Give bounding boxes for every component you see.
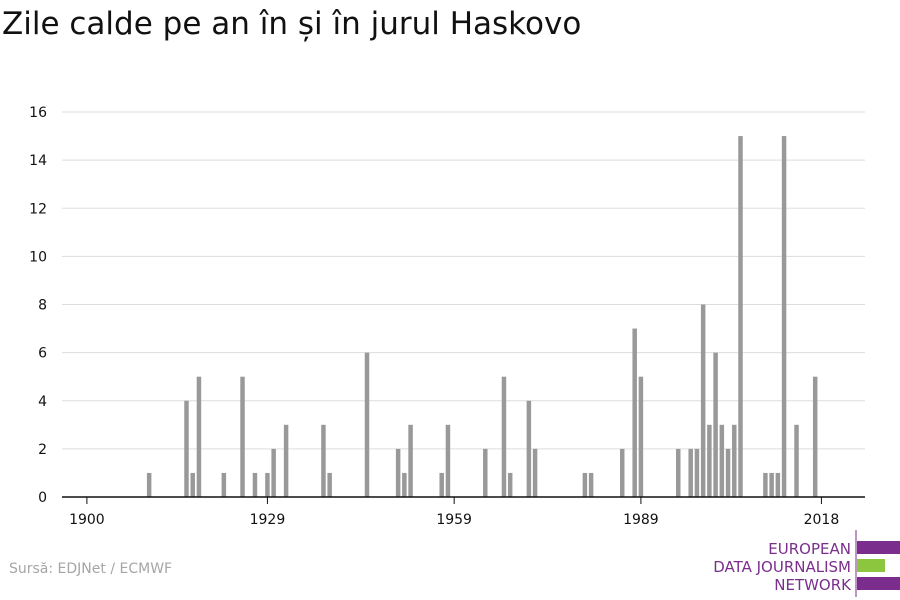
axes: 0 2 4 6 8 10 12 14 16 1900 1929 1959 1989 2018	[29, 105, 865, 528]
bar-1930	[271, 448, 276, 497]
bar-1998	[694, 448, 700, 497]
bar-2001	[713, 352, 718, 497]
bar-1986	[619, 448, 625, 497]
bar-1957	[439, 472, 444, 497]
bar-1952	[408, 424, 413, 497]
source-note: Sursă: EDJNet / ECMWF	[9, 561, 173, 577]
bar-1972	[532, 448, 538, 497]
bar-1958	[445, 424, 451, 497]
bar-1917	[190, 472, 195, 497]
bar-1945	[364, 352, 370, 497]
grid-lines	[62, 111, 865, 450]
bar-1938	[321, 424, 326, 497]
bar-2002	[719, 424, 725, 497]
bar-1918	[196, 376, 202, 497]
y-tick-label-14: 14	[29, 153, 47, 169]
bar-1951	[402, 472, 407, 497]
y-tick-label-12: 12	[29, 201, 47, 217]
x-tick-label-1989: 1989	[623, 512, 659, 528]
x-tick-label-2018: 2018	[804, 512, 840, 528]
bar-1925	[240, 376, 245, 497]
bar-2012	[781, 136, 787, 497]
bar-2011	[775, 472, 781, 497]
bar-1929	[265, 472, 270, 497]
bars	[146, 136, 818, 497]
y-tick-label-4: 4	[38, 394, 47, 410]
bar-1980	[582, 472, 588, 497]
bar-1997	[688, 448, 693, 497]
y-tick-label-16: 16	[29, 105, 47, 121]
bar-1968	[507, 472, 513, 497]
bar-1939	[327, 472, 332, 497]
bar-1995	[676, 448, 681, 497]
bar-2017	[812, 376, 818, 497]
bar-1932	[283, 424, 289, 497]
y-tick-label-8: 8	[38, 298, 47, 314]
bar-1988	[632, 328, 637, 497]
bar-1971	[526, 400, 532, 497]
x-tick-label-1959: 1959	[436, 512, 472, 528]
x-tick-label-1900: 1900	[69, 512, 105, 528]
y-tick-label-10: 10	[29, 249, 47, 265]
bar-1916	[184, 400, 189, 497]
bar-1910	[146, 472, 152, 497]
bar-1964	[483, 448, 488, 497]
bar-2003	[725, 448, 731, 497]
bar-2014	[794, 424, 799, 497]
y-tick-label-0: 0	[38, 490, 47, 506]
y-tick-label-6: 6	[38, 346, 47, 362]
bar-2004	[732, 424, 737, 497]
bar-2009	[763, 472, 768, 497]
bar-1981	[588, 472, 594, 497]
bar-2010	[769, 472, 774, 497]
bar-1989	[638, 376, 644, 497]
bar-1922	[221, 472, 227, 497]
bar-2000	[707, 424, 712, 497]
bar-2005	[738, 136, 743, 497]
x-tick-label-1929: 1929	[250, 512, 286, 528]
chart-title: Zile calde pe an în și în jurul Haskovo	[2, 6, 582, 42]
y-tick-label-2: 2	[38, 442, 47, 458]
bar-1967	[501, 376, 507, 497]
bar-1999	[700, 304, 706, 497]
bar-1927	[252, 472, 258, 497]
bar-1950	[395, 448, 401, 497]
